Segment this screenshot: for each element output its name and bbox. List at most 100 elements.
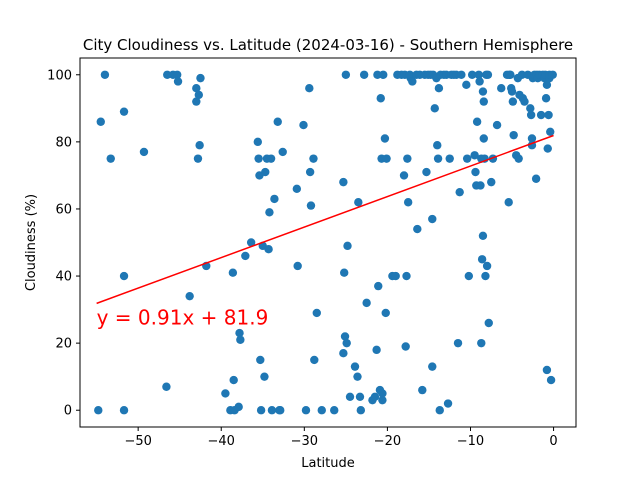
data-point <box>379 70 388 79</box>
data-point <box>339 177 348 187</box>
data-point <box>276 406 285 415</box>
data-point <box>478 231 488 240</box>
points-layer <box>94 70 557 415</box>
data-point <box>301 406 311 415</box>
data-point <box>312 308 321 318</box>
data-point <box>481 271 490 281</box>
data-point <box>471 167 480 177</box>
data-point <box>380 134 390 143</box>
data-point <box>408 77 417 86</box>
data-point <box>236 335 245 344</box>
data-point <box>261 167 270 177</box>
data-point <box>330 406 339 415</box>
data-point <box>139 147 149 157</box>
data-point <box>246 238 256 247</box>
data-point <box>353 372 362 381</box>
data-point <box>373 70 382 79</box>
data-point <box>479 97 488 106</box>
data-point <box>343 241 352 251</box>
data-point <box>194 90 204 100</box>
data-point <box>403 198 413 207</box>
data-point <box>542 80 552 90</box>
data-point <box>479 134 488 143</box>
data-point <box>546 127 555 136</box>
data-point <box>476 181 485 190</box>
data-point <box>434 83 444 93</box>
data-point <box>305 83 314 93</box>
data-point <box>265 208 274 217</box>
data-point <box>422 167 431 177</box>
data-point <box>94 406 103 415</box>
data-point <box>542 365 552 375</box>
data-point <box>345 392 355 402</box>
data-point <box>241 251 250 261</box>
data-point <box>543 144 552 153</box>
data-point <box>462 154 472 163</box>
y-tick-label: 80 <box>55 135 72 150</box>
data-point <box>96 117 105 126</box>
data-point <box>430 104 439 113</box>
data-point <box>254 154 263 163</box>
x-tick-label: −30 <box>291 434 318 449</box>
data-point <box>370 392 380 402</box>
data-point <box>509 130 518 140</box>
y-tick-label: 100 <box>47 68 72 83</box>
data-point <box>292 184 302 194</box>
data-point <box>119 271 129 281</box>
x-tick-label: 0 <box>549 434 557 449</box>
data-point <box>228 268 238 277</box>
data-point <box>195 141 204 150</box>
data-point <box>403 154 412 163</box>
data-point <box>235 328 244 338</box>
x-axis-label: Latitude <box>301 456 355 471</box>
data-point <box>526 110 536 120</box>
plot-frame <box>79 57 577 428</box>
data-point <box>340 332 350 341</box>
data-point <box>350 362 360 371</box>
data-point <box>256 355 265 365</box>
data-point <box>527 134 537 143</box>
data-point <box>457 70 466 79</box>
data-point <box>470 151 479 160</box>
data-point <box>356 406 366 415</box>
y-tick-label: 0 <box>64 404 72 419</box>
x-tick-label: −10 <box>457 434 484 449</box>
data-point <box>264 245 273 254</box>
data-point <box>372 345 381 355</box>
x-tick-label: −40 <box>208 434 235 449</box>
data-point <box>462 80 471 90</box>
data-point <box>492 120 502 130</box>
data-point <box>342 338 351 348</box>
data-point <box>185 291 194 301</box>
data-point <box>504 198 513 207</box>
data-point <box>378 395 387 405</box>
data-point <box>173 77 183 86</box>
data-point <box>229 375 238 385</box>
data-point <box>119 107 129 116</box>
data-point <box>418 385 427 395</box>
data-point <box>401 342 410 351</box>
data-point <box>359 70 369 79</box>
data-point <box>260 372 269 381</box>
y-axis-label: Cloudiness (%) <box>24 194 39 291</box>
data-point <box>267 406 277 415</box>
data-point <box>381 308 390 318</box>
data-point <box>482 261 492 271</box>
ticks-layer: −50 −40 −30 −20 −10 0 0 20 40 60 80 100 <box>47 68 558 449</box>
data-point <box>477 255 487 264</box>
data-point <box>339 349 348 358</box>
data-point <box>472 117 482 126</box>
data-point <box>464 271 474 281</box>
data-point <box>306 201 316 210</box>
data-point <box>433 141 442 150</box>
data-point <box>475 77 484 86</box>
data-point <box>340 268 349 277</box>
data-point <box>428 214 437 224</box>
data-point <box>309 154 318 163</box>
data-point <box>544 110 553 120</box>
data-point <box>119 406 129 415</box>
data-point <box>193 154 203 163</box>
data-point <box>355 392 365 402</box>
data-point <box>196 73 205 83</box>
